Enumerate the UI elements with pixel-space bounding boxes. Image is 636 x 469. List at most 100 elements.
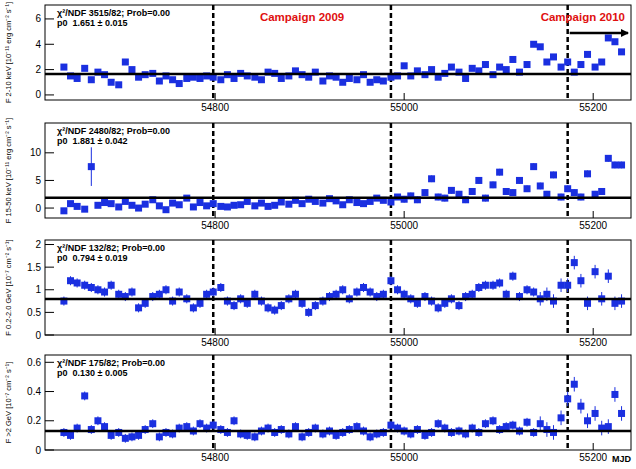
data-point [353, 76, 360, 83]
fit-stat: χ²/NDF 132/82; Prob=0.00 [57, 243, 165, 253]
data-point [333, 432, 340, 439]
data-point [265, 304, 272, 311]
x-tick [404, 93, 405, 100]
data-point [319, 78, 326, 85]
fit-stat: χ²/NDF 175/82; Prob=0.00 [57, 358, 165, 368]
campaign-boundary [212, 240, 215, 335]
data-point [258, 76, 265, 83]
data-point [88, 284, 95, 291]
data-point [509, 273, 516, 280]
x-tick [215, 93, 216, 100]
data-point [503, 66, 510, 73]
campaign-boundary [212, 5, 215, 100]
x-tick [404, 443, 405, 450]
y-axis-label: F 2-10 keV [10⁻¹¹ erg cm⁻² s⁻¹] [4, 2, 13, 103]
data-point [367, 433, 374, 440]
data-point [197, 300, 204, 307]
y-axis-label: F >2 GeV [10⁻⁷ cm⁻² s⁻¹] [4, 362, 13, 444]
data-point [251, 202, 258, 209]
data-point [101, 289, 108, 296]
campaign-boundary [390, 240, 393, 335]
x-tick [404, 328, 405, 335]
data-point [503, 423, 510, 430]
data-point [156, 202, 163, 209]
data-point [176, 201, 183, 208]
frame [45, 123, 631, 218]
data-point [210, 422, 217, 429]
data-point [598, 59, 605, 66]
data-point [88, 163, 95, 170]
x-axis-label: MJD [612, 454, 632, 464]
data-point [346, 75, 353, 82]
data-point [237, 201, 244, 208]
data-point [448, 64, 455, 71]
y-tick [45, 69, 54, 70]
data-point [387, 422, 394, 429]
y-tick-label: 0.6 [27, 357, 41, 368]
data-point [74, 203, 81, 210]
data-point [339, 79, 346, 86]
data-point [162, 206, 169, 213]
data-point [353, 199, 360, 206]
data-point [122, 198, 129, 205]
y-tick [45, 152, 54, 153]
data-point [190, 203, 197, 210]
y-axis-label: F 0.2-2.0 GeV [10⁻⁷ cm⁻² s⁻¹] [4, 239, 13, 335]
fit-param: p0 1.651 ± 0.015 [57, 18, 128, 28]
x-tick-label: 55200 [579, 220, 607, 231]
data-point [448, 187, 455, 194]
data-point [564, 59, 571, 66]
y-tick-label: 1.5 [27, 262, 41, 273]
data-point [299, 200, 306, 207]
data-point [60, 64, 67, 71]
data-point [135, 205, 142, 212]
x-tick [593, 328, 594, 335]
data-point [251, 433, 258, 440]
y-tick-label: 0.2 [27, 415, 41, 426]
data-point [611, 161, 618, 168]
x-tick-label: 54800 [201, 452, 229, 463]
x-tick [215, 443, 216, 450]
campaign-boundary [390, 355, 393, 450]
data-point [169, 200, 176, 207]
data-group [45, 377, 631, 443]
data-point [94, 202, 101, 209]
data-point [558, 414, 565, 421]
data-point [380, 78, 387, 85]
data-point [564, 395, 571, 402]
fit-stat: χ²/NDF 3515/82; Prob=0.00 [57, 8, 170, 18]
data-point [67, 432, 74, 439]
data-point [564, 282, 571, 289]
y-tick [45, 312, 54, 313]
data-point [353, 289, 360, 296]
data-point [496, 64, 503, 71]
data-point [401, 62, 408, 69]
data-point [503, 188, 510, 195]
data-point [231, 417, 238, 424]
data-point [428, 175, 435, 182]
data-point [577, 61, 584, 68]
x-tick [593, 211, 594, 218]
data-point [482, 282, 489, 289]
x-tick [404, 211, 405, 218]
campaign-arrow [570, 32, 628, 35]
campaign-boundary [566, 123, 569, 218]
data-point [203, 291, 210, 298]
data-point [571, 381, 578, 388]
data-point [156, 291, 163, 298]
data-point [244, 432, 251, 439]
data-point [516, 177, 523, 184]
data-point [128, 289, 135, 296]
data-point [571, 259, 578, 266]
data-point [482, 420, 489, 427]
data-point [605, 273, 612, 280]
data-point [503, 291, 510, 298]
data-point [81, 392, 88, 399]
data-point [537, 420, 544, 427]
data-group [45, 256, 631, 317]
data-point [128, 433, 135, 440]
data-point [224, 203, 231, 210]
data-point [469, 291, 476, 298]
data-point [509, 189, 516, 196]
data-point [530, 163, 537, 170]
